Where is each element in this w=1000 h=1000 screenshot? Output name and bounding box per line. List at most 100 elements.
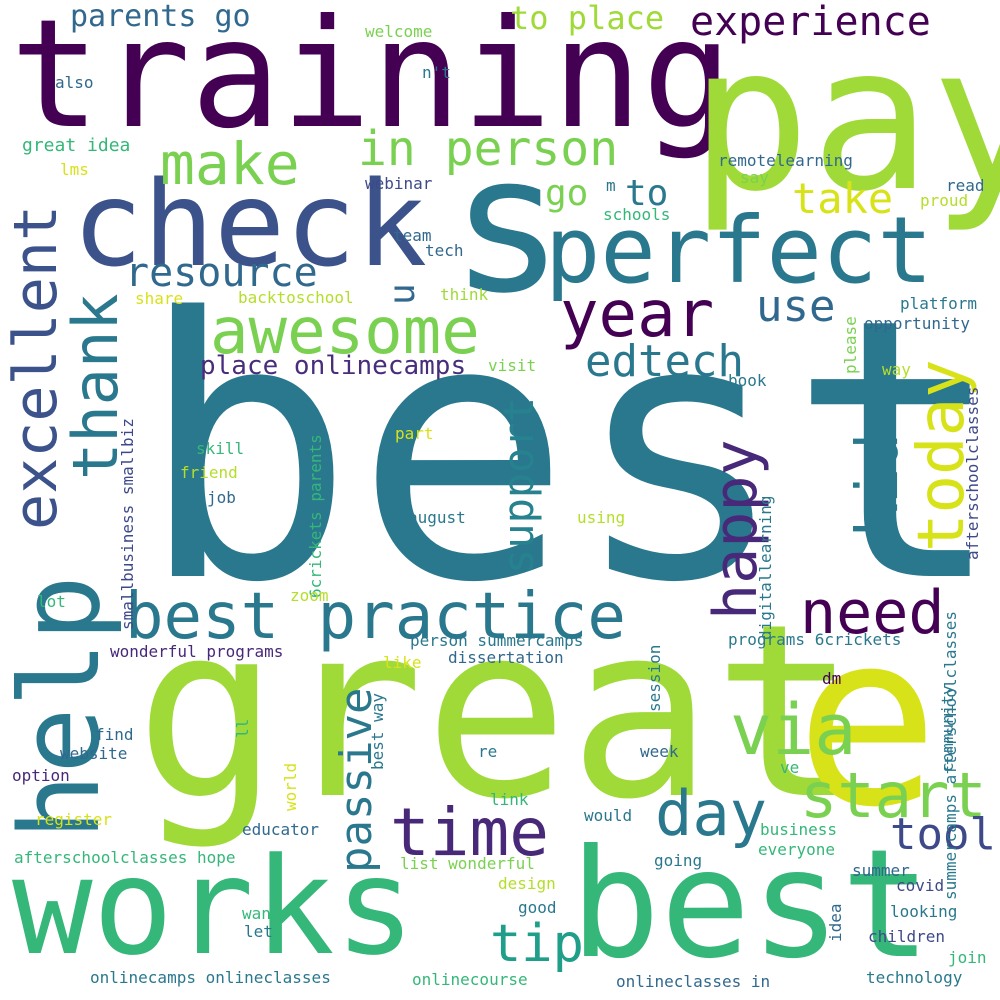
word-looking: looking bbox=[890, 902, 958, 921]
word-remotelearning: remotelearning bbox=[718, 151, 853, 170]
word-zoom: zoom bbox=[290, 586, 329, 605]
word-part: part bbox=[395, 424, 434, 443]
word-take: take bbox=[792, 174, 894, 223]
word-m: m bbox=[606, 176, 616, 195]
word-place-onlinecamps: place onlinecamps bbox=[200, 351, 467, 381]
word-world: world bbox=[281, 762, 300, 811]
word-best-big: best bbox=[138, 242, 1000, 661]
word-backtoschool: backtoschool bbox=[238, 288, 354, 307]
word-help: help bbox=[0, 575, 124, 840]
word-design: design bbox=[498, 874, 556, 893]
word-ll: ll bbox=[233, 718, 252, 738]
word-register: register bbox=[35, 810, 113, 829]
word-to-place: to place bbox=[510, 0, 665, 37]
word-s: s bbox=[450, 114, 565, 335]
word-team: team bbox=[393, 226, 432, 245]
word-good: good bbox=[518, 898, 557, 917]
word-smallbusiness-smallbiz: smallbusiness smallbiz bbox=[118, 418, 137, 630]
word-skill: skill bbox=[196, 439, 245, 458]
word-week: week bbox=[640, 742, 679, 761]
word-visit: visit bbox=[488, 356, 537, 375]
word-e: e bbox=[795, 580, 940, 860]
word-children: children bbox=[868, 927, 946, 946]
word-need: need bbox=[800, 578, 945, 648]
word-via: via bbox=[730, 689, 857, 771]
word-use: use bbox=[756, 281, 836, 332]
word-start: start bbox=[800, 759, 987, 832]
word-book: book bbox=[728, 371, 767, 390]
word-great-idea: great idea bbox=[22, 135, 131, 156]
word-summer: summer bbox=[852, 861, 910, 880]
word-friend: friend bbox=[180, 463, 238, 482]
word-onlinecourse: onlinecourse bbox=[412, 970, 528, 989]
word-person-summercamps: person summercamps bbox=[410, 631, 584, 650]
word-lms: lms bbox=[60, 160, 89, 179]
word-august: august bbox=[408, 508, 466, 527]
word-re: re bbox=[478, 742, 498, 761]
word-make: make bbox=[160, 130, 300, 198]
word-everyone: everyone bbox=[758, 840, 836, 859]
word-webinar: webinar bbox=[365, 174, 433, 193]
word-welcome: welcome bbox=[365, 22, 433, 41]
word-kid: kid bbox=[843, 433, 911, 538]
word-tool: tool bbox=[890, 809, 996, 860]
word-job: job bbox=[207, 488, 236, 507]
word-read: read bbox=[946, 176, 985, 195]
word-like: like bbox=[383, 653, 422, 672]
word-covid: covid bbox=[896, 876, 945, 895]
word-digitallearning: digitallearning bbox=[756, 495, 775, 641]
word-u: u bbox=[382, 283, 423, 305]
word-technology: technology bbox=[866, 968, 963, 987]
word-business: business bbox=[760, 820, 838, 839]
word-opportunity: opportunity bbox=[864, 314, 970, 333]
word-onlineclasses-in: onlineclasses in bbox=[616, 972, 771, 991]
word-best-bottom: best bbox=[570, 818, 932, 992]
word-want: want bbox=[242, 904, 281, 923]
word-also: also bbox=[55, 73, 94, 92]
word-pay: pay bbox=[690, 3, 1000, 236]
word-tech: tech bbox=[425, 241, 464, 260]
word-6crickets-parents: 6crickets parents bbox=[306, 434, 325, 598]
word-option: option bbox=[12, 766, 70, 785]
word-list-wonderful: list wonderful bbox=[400, 854, 535, 873]
word-find: find bbox=[95, 725, 134, 744]
word-resource: resource bbox=[125, 250, 318, 296]
word-share: share bbox=[135, 289, 184, 308]
word-works: works bbox=[12, 829, 416, 985]
word-time: time bbox=[390, 794, 549, 871]
word-programs-6crickets: programs 6crickets bbox=[728, 630, 902, 649]
word-training: training bbox=[10, 0, 733, 162]
word-educator: educator bbox=[242, 820, 320, 839]
word-day: day bbox=[655, 777, 767, 850]
word-best-practice: best practice bbox=[125, 580, 626, 654]
word-year: year bbox=[560, 278, 715, 352]
word-going: going bbox=[654, 851, 703, 870]
word-using: using bbox=[577, 508, 626, 527]
word-great: great bbox=[135, 572, 858, 852]
word-onlinecamps-onlineclasses: onlinecamps onlineclasses bbox=[90, 968, 331, 987]
word-platform: platform bbox=[900, 294, 978, 313]
word-tip: tip bbox=[490, 914, 584, 974]
word-to: to bbox=[625, 173, 669, 214]
word-nt: n't bbox=[422, 63, 451, 82]
word-dm: dm bbox=[822, 669, 842, 688]
word-link: link bbox=[490, 790, 529, 809]
word-best-way: best way bbox=[368, 692, 387, 770]
word-parents-go: parents go bbox=[70, 0, 251, 34]
word-idea: idea bbox=[826, 903, 845, 942]
word-wonderful-programs: wonderful programs bbox=[110, 642, 284, 661]
word-perfect: perfect bbox=[545, 197, 933, 304]
word-please: please bbox=[841, 316, 860, 374]
word-afterschoolclasses: afterschoolclasses bbox=[963, 386, 982, 560]
word-community: community bbox=[938, 685, 957, 772]
word-ve: ve bbox=[780, 758, 800, 777]
word-excellent: excellent bbox=[1, 204, 71, 530]
word-awesome: awesome bbox=[210, 295, 480, 369]
word-say: say bbox=[740, 168, 769, 187]
word-experience: experience bbox=[690, 0, 931, 45]
word-think: think bbox=[440, 285, 489, 304]
word-support: support bbox=[494, 396, 543, 574]
word-check: check bbox=[72, 155, 428, 293]
word-website: website bbox=[60, 744, 128, 763]
